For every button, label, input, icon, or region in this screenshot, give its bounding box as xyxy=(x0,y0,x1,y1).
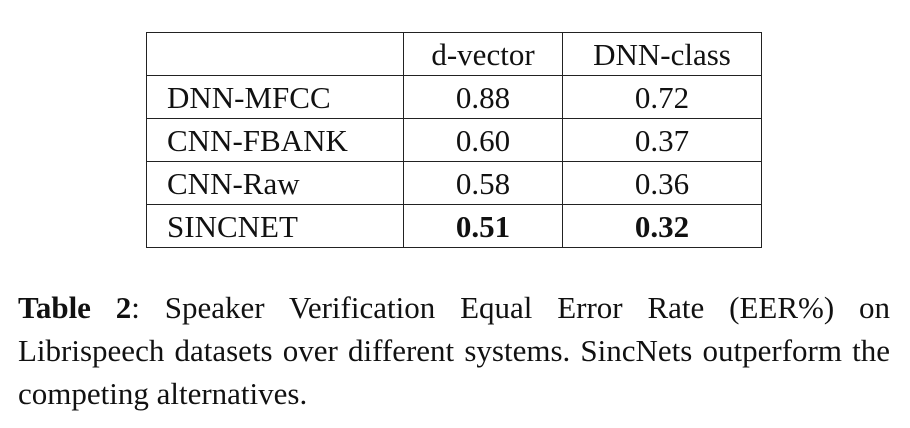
results-table: d-vector DNN-class DNN-MFCC 0.88 0.72 CN… xyxy=(146,32,762,248)
cell-dnn-class: 0.36 xyxy=(562,161,762,205)
cell-dnn-class: 0.72 xyxy=(562,75,762,119)
cell-dnn-class: 0.32 xyxy=(562,204,762,248)
row-label: DNN-MFCC xyxy=(146,75,404,119)
cell-d-vector: 0.60 xyxy=(403,118,563,162)
cell-d-vector: 0.58 xyxy=(403,161,563,205)
table-row-sincnet: SINCNET 0.51 0.32 xyxy=(146,204,762,248)
header-d-vector: d-vector xyxy=(403,32,563,76)
results-table-container: d-vector DNN-class DNN-MFCC 0.88 0.72 CN… xyxy=(146,32,762,248)
cell-d-vector: 0.88 xyxy=(403,75,563,119)
table-caption: Table 2: Speaker Verification Equal Erro… xyxy=(18,286,890,415)
caption-label: Table 2 xyxy=(18,290,132,325)
caption-text: Speaker Verification Equal Error Rate (E… xyxy=(18,290,890,411)
caption-separator: : xyxy=(131,290,140,325)
header-dnn-class: DNN-class xyxy=(562,32,762,76)
cell-dnn-class: 0.37 xyxy=(562,118,762,162)
table-row-dnn-mfcc: DNN-MFCC 0.88 0.72 xyxy=(146,75,762,119)
row-label: CNN-FBANK xyxy=(146,118,404,162)
row-label: CNN-Raw xyxy=(146,161,404,205)
header-empty-cell xyxy=(146,32,404,76)
table-row-cnn-fbank: CNN-FBANK 0.60 0.37 xyxy=(146,118,762,162)
row-label: SINCNET xyxy=(146,204,404,248)
table-header-row: d-vector DNN-class xyxy=(146,32,762,76)
table-row-cnn-raw: CNN-Raw 0.58 0.36 xyxy=(146,161,762,205)
cell-d-vector: 0.51 xyxy=(403,204,563,248)
